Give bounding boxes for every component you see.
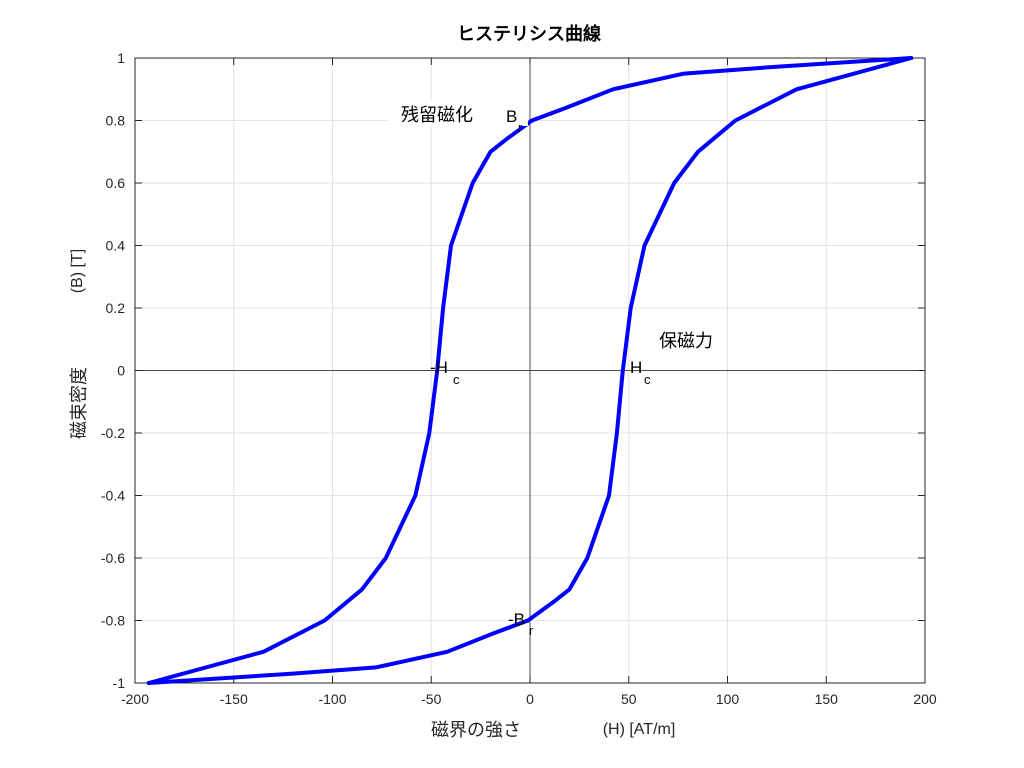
hc-label: H (630, 358, 642, 377)
x-axis-unit: (H) [AT/m] (603, 721, 676, 738)
x-tick-label: 0 (526, 691, 534, 707)
y-tick-label: 0.2 (106, 300, 126, 316)
x-tick-label: 200 (913, 691, 937, 707)
x-tick-label: -100 (318, 691, 346, 707)
x-tick-label: 50 (621, 691, 637, 707)
ascending-branch-line (146, 56, 914, 685)
x-axis-label: 磁界の強さ (431, 720, 521, 741)
y-tick-label: -0.4 (101, 488, 125, 504)
x-tick-label: -150 (220, 691, 248, 707)
remanence-label: 残留磁化 (401, 105, 473, 126)
y-tick-label: 0.4 (106, 238, 126, 254)
y-tick-label: -0.2 (101, 425, 125, 441)
y-tick-label: -0.6 (101, 550, 125, 566)
x-tick-label: -50 (421, 691, 441, 707)
y-tick-label: 0 (117, 363, 125, 379)
neg-hc-label: -H (430, 358, 448, 377)
br-subscript: r (518, 120, 523, 135)
br-label: B (506, 107, 517, 126)
remanence-label-bg (388, 100, 528, 126)
y-tick-label: 0.8 (106, 113, 126, 129)
neg-br-label: -B (508, 610, 525, 629)
y-tick-label: -1 (113, 675, 126, 691)
y-tick-label: 1 (117, 50, 125, 66)
axis-ticks (134, 57, 926, 684)
hysteresis-curves (146, 56, 914, 685)
y-tick-label: 0.6 (106, 175, 126, 191)
chart-title: ヒステリシス曲線 (457, 23, 601, 45)
coercivity-label-bg (655, 326, 727, 352)
x-tick-label: 150 (815, 691, 839, 707)
coercivity-label: 保磁力 (659, 331, 713, 352)
y-tick-label: -0.8 (101, 613, 125, 629)
y-axis-unit: (B) [T] (69, 249, 86, 293)
x-tick-label: 100 (716, 691, 740, 707)
x-tick-label: -200 (121, 691, 149, 707)
neg-br-subscript: r (529, 623, 534, 638)
x-tick-labels: -200 -150 -100 -50 0 50 100 150 200 (121, 691, 937, 707)
hc-subscript: c (644, 372, 651, 387)
descending-branch-line (146, 56, 914, 685)
y-axis-label: 磁束密度 (69, 367, 90, 439)
y-tick-labels: -1 -0.8 -0.6 -0.4 -0.2 0 0.2 0.4 0.6 0.8 1 (101, 50, 125, 691)
neg-hc-subscript: c (453, 372, 460, 387)
